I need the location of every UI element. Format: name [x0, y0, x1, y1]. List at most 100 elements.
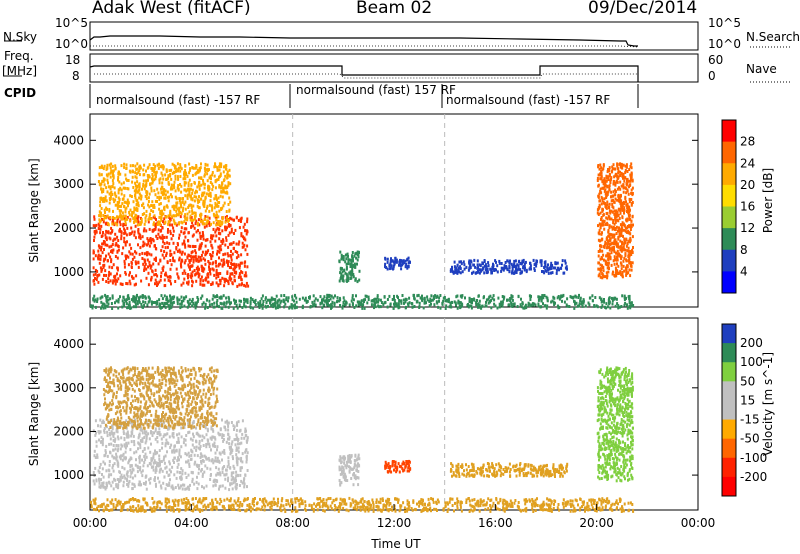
power-echo-cell — [358, 278, 361, 282]
power-echo-cell — [580, 302, 583, 306]
velocity-echo-cell — [216, 445, 219, 449]
power-echo-cell — [374, 305, 377, 309]
power-echo-cell — [226, 176, 229, 180]
velocity-echo-cell — [228, 445, 231, 449]
power-echo-cell — [477, 305, 479, 309]
power-echo-cell — [236, 250, 239, 254]
velocity-echo-cell — [115, 483, 118, 487]
power-echo-cell — [598, 222, 601, 226]
power-echo-cell — [612, 167, 614, 171]
velocity-echo-cell — [120, 473, 123, 477]
power-echo-cell — [453, 260, 456, 264]
power-echo-cell — [166, 302, 169, 306]
power-echo-cell — [183, 261, 186, 265]
power-echo-cell — [537, 302, 540, 306]
velocity-echo-cell — [181, 487, 184, 491]
power-echo-cell — [597, 173, 600, 177]
power-echo-cell — [622, 172, 625, 176]
power-echo-cell — [159, 223, 162, 227]
power-echo-cell — [606, 252, 609, 256]
velocity-echo-cell — [153, 459, 156, 463]
power-echo-cell — [106, 304, 109, 308]
nsearch-tick-low: 10^0 — [708, 37, 741, 51]
power-echo-cell — [457, 299, 460, 303]
power-echo-cell — [246, 217, 249, 221]
power-echo-cell — [532, 258, 535, 262]
power-echo-cell — [483, 271, 486, 275]
velocity-echo-cell — [171, 450, 174, 454]
velocity-echo-cell — [140, 426, 142, 430]
power-echo-cell — [176, 186, 179, 190]
power-echo-cell — [218, 278, 221, 282]
velocity-echo-cell — [233, 466, 236, 470]
power-echo-cell — [102, 179, 105, 183]
power-echo-cell — [246, 220, 249, 224]
power-echo-cell — [350, 273, 353, 277]
velocity-echo-cell — [182, 483, 184, 487]
power-echo-cell — [193, 269, 196, 272]
power-echo-cell — [169, 229, 172, 233]
velocity-echo-cell — [127, 481, 130, 485]
power-echo-cell — [388, 294, 391, 298]
velocity-echo-cell — [208, 380, 211, 384]
power-echo-cell — [154, 301, 157, 304]
power-echo-cell — [112, 209, 114, 213]
power-echo-cell — [339, 298, 342, 302]
power-echo-cell — [233, 274, 236, 278]
power-echo-cell — [138, 298, 141, 302]
power-echo-cell — [169, 299, 172, 303]
velocity-echo-cell — [111, 432, 114, 436]
power-echo-cell — [150, 209, 153, 212]
power-echo-cell — [147, 265, 149, 269]
power-echo-cell — [612, 163, 615, 167]
velocity-echo-cell — [218, 487, 220, 491]
power-echo-cell — [598, 229, 601, 233]
power-echo-cell — [153, 216, 156, 220]
power-echo-cell — [199, 219, 202, 223]
power-echo-cell — [161, 181, 164, 185]
velocity-echo-cell — [111, 466, 114, 470]
power-echo-cell — [470, 304, 473, 308]
power-echo-cell — [160, 274, 162, 278]
power-echo-cell — [182, 281, 185, 285]
power-echo-cell — [106, 166, 109, 170]
power-echo-cell — [552, 295, 555, 299]
power-echo-cell — [148, 163, 151, 167]
velocity-echo-cell — [144, 432, 147, 436]
power-echo-cell — [202, 182, 205, 186]
power-echo-cell — [517, 260, 520, 264]
power-echo-cell — [187, 181, 190, 185]
power-echo-cell — [376, 296, 379, 300]
velocity-echo-cell — [192, 435, 195, 439]
power-echo-cell — [598, 199, 601, 203]
power-echo-cell — [613, 222, 616, 226]
power-echo-cell — [114, 198, 117, 202]
velocity-echo-cell — [195, 463, 198, 467]
power-echo-cell — [221, 190, 224, 194]
velocity-echo-cell — [102, 484, 105, 488]
power-echo-cell — [425, 301, 427, 305]
power-echo-cell — [610, 217, 613, 221]
power-echo-cell — [499, 302, 502, 306]
power-echo-cell — [291, 306, 294, 310]
power-echo-cell — [169, 279, 172, 283]
power-echo-cell — [181, 209, 184, 213]
power-echo-cell — [624, 241, 627, 245]
power-echo-cell — [306, 299, 309, 303]
power-echo-cell — [617, 167, 620, 171]
power-echo-cell — [332, 296, 335, 300]
velocity-echo-cell — [152, 455, 155, 459]
freq-tick-high: 18 — [65, 53, 81, 67]
power-echo-cell — [134, 250, 136, 254]
power-echo-cell — [164, 271, 167, 275]
power-echo-cell — [553, 266, 555, 270]
power-echo-cell — [219, 232, 222, 236]
power-echo-cell — [155, 259, 157, 262]
velocity-echo-cell — [105, 370, 108, 374]
velocity-echo-cell — [117, 464, 120, 468]
power-echo-cell — [194, 272, 197, 276]
power-echo-cell — [151, 237, 154, 241]
velocity-echo-cell — [124, 456, 126, 460]
power-echo-cell — [126, 226, 129, 230]
power-echo-cell — [139, 236, 142, 240]
